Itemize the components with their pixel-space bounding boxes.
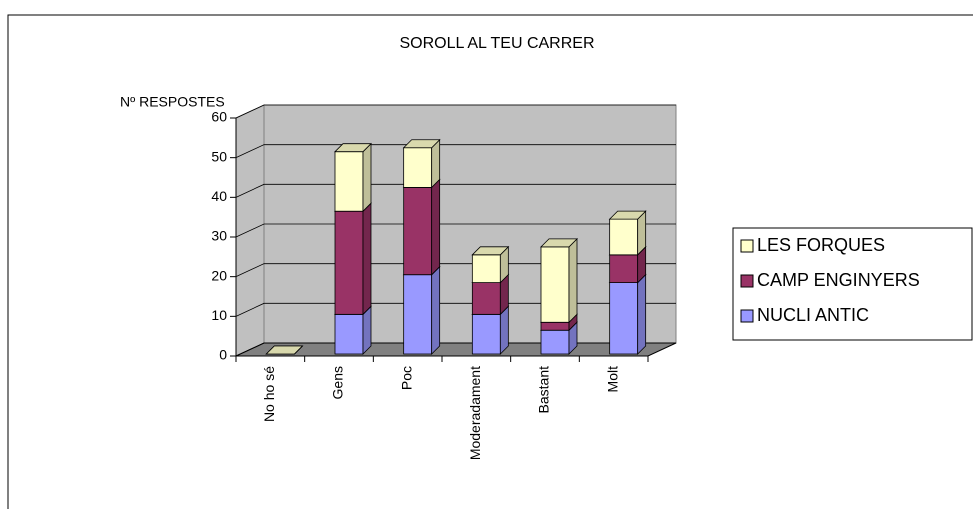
y-tick-label: 0	[219, 347, 227, 363]
bar-segment	[403, 147, 433, 188]
bar-segment	[471, 282, 501, 315]
legend-box	[732, 227, 973, 341]
bar-segment	[334, 313, 364, 355]
legend-swatch	[740, 274, 754, 288]
x-tick-label: Moderadament	[467, 366, 483, 460]
bar-segment	[471, 254, 501, 283]
bar-segment	[403, 274, 433, 355]
legend-label: CAMP ENGINYERS	[757, 270, 920, 290]
y-tick-label: 50	[211, 148, 227, 164]
y-tick-label: 40	[211, 188, 227, 204]
bar-top	[334, 143, 372, 153]
bar-segment	[540, 321, 570, 331]
bar-top	[265, 345, 304, 355]
bar-segment	[334, 151, 364, 212]
x-tick-label: Poc	[398, 366, 414, 390]
bar-segment	[609, 282, 639, 355]
bar-side	[431, 265, 441, 355]
y-tick-label: 60	[211, 109, 227, 125]
bar-top	[471, 246, 510, 256]
bar-segment	[609, 218, 639, 256]
x-tick-label: Molt	[604, 366, 620, 393]
bar-segment	[334, 210, 364, 315]
bar-side	[637, 273, 647, 355]
legend-swatch	[740, 239, 754, 253]
grid-line	[235, 144, 676, 159]
y-tick-label: 10	[211, 307, 227, 323]
bar-segment	[609, 254, 639, 283]
bar-segment	[540, 329, 570, 355]
grid-line	[235, 223, 676, 238]
grid-line	[235, 302, 676, 317]
grid-line	[235, 342, 676, 357]
legend-label: NUCLI ANTIC	[757, 305, 869, 325]
bar-side	[431, 178, 441, 276]
bar-top	[540, 238, 578, 248]
bar-side	[362, 202, 372, 316]
grid-line	[235, 183, 676, 198]
frame	[7, 14, 973, 509]
bar-side	[362, 142, 372, 213]
y-tick-label: 20	[211, 267, 227, 283]
y-axis-label: Nº RESPOSTES	[120, 94, 225, 110]
grid-line	[235, 104, 676, 119]
bar-top	[402, 139, 441, 149]
chart-title: SOROLL AL TEU CARRER	[399, 35, 594, 52]
x-tick-label: No ho sé	[261, 366, 277, 422]
legend: NUCLI ANTIC CAMP ENGINYERS LES FORQUES	[732, 227, 973, 341]
bar-segment	[403, 186, 433, 276]
x-tick-label: Bastant	[536, 366, 552, 414]
legend-label: LES FORQUES	[757, 235, 885, 255]
y-tick-label: 30	[211, 228, 227, 244]
bar-segment	[471, 313, 501, 355]
plot: 0 10 20 30 40 50 60 No ho sé Gens Poc Moderadament…	[211, 104, 677, 460]
bar-side	[568, 237, 578, 324]
x-tick-label: Gens	[330, 366, 346, 399]
bar-segment	[540, 246, 570, 323]
grid-line	[235, 263, 676, 278]
bar-top	[608, 210, 647, 220]
legend-swatch	[740, 309, 754, 323]
